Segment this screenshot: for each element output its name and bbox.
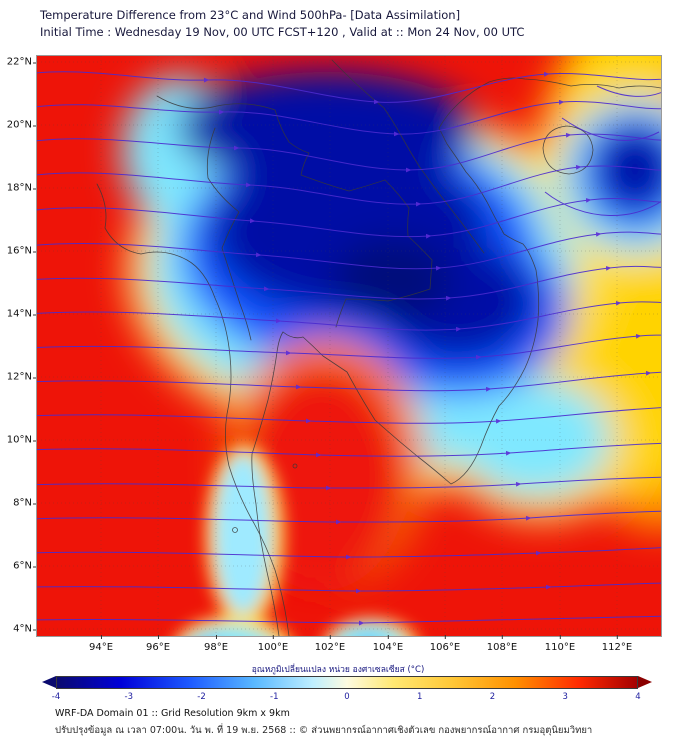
colorbar-tick-label: 3 [562,692,568,702]
colorbar-tick-label: -3 [124,692,133,702]
lon-tick-label: 104°E [372,635,404,653]
streamlines-layer [37,71,661,626]
colorbar-tick-label: -2 [197,692,206,702]
colorbar-tick-label: 4 [635,692,641,702]
colorbar [42,676,652,689]
lat-tick-label: 18°N [6,182,38,194]
lat-tick-label: 12°N [6,371,38,383]
figure-header: Temperature Difference from 23°C and Win… [40,8,524,39]
lon-tick-label: 100°E [257,635,289,653]
lat-tick-label: 14°N [6,308,38,320]
map-plot-svg [37,56,661,636]
lat-tick-label: 16°N [6,245,38,257]
lon-tick-label: 102°E [314,635,346,653]
colorbar-tick-label: 0 [344,692,350,702]
footer-credit-info: ปรับปรุงข้อมูล ณ เวลา 07:00น. วัน พ. ที่… [55,725,593,736]
lat-tick-label: 6°N [13,560,37,572]
lon-tick-label: 108°E [486,635,518,653]
colorbar-gradient [56,676,638,689]
colorbar-tick-label: 1 [417,692,423,702]
lon-tick-label: 110°E [544,635,576,653]
latitude-axis: 22°N 20°N 18°N 16°N 14°N 12°N 10°N 8°N 6… [0,56,38,636]
lat-tick-label: 4°N [13,623,37,635]
figure-title: Temperature Difference from 23°C and Win… [40,8,461,22]
lon-tick-label: 106°E [429,635,461,653]
colorbar-label: อุณหภูมิเปลี่ยนแปลง หน่วย องศาเซลเซียส (… [251,665,425,675]
lon-tick-label: 98°E [203,635,229,653]
figure-subtitle: Initial Time : Wednesday 19 Nov, 00 UTC … [40,25,525,39]
lat-tick-label: 20°N [6,119,38,131]
colorbar-tick-label: -4 [51,692,61,702]
footer-domain-info: WRF-DA Domain 01 :: Grid Resolution 9km … [55,708,290,719]
lat-tick-label: 10°N [6,434,38,446]
colorbar-max-arrow [638,676,652,688]
longitude-axis: 94°E 96°E 98°E 100°E 102°E 104°E 106°E 1… [37,635,661,654]
colorbar-ticks: -4 -3 -2 -1 0 1 2 3 4 [42,692,652,704]
map-plot-area [36,55,662,637]
lon-tick-label: 94°E [88,635,114,653]
lat-tick-label: 22°N [6,56,38,68]
colorbar-tick-label: 2 [489,692,496,702]
colorbar-min-arrow [42,676,56,688]
colorbar-tick-label: -1 [270,692,279,702]
lat-tick-label: 8°N [13,497,37,509]
lon-tick-label: 112°E [601,635,633,653]
lon-tick-label: 96°E [145,635,171,653]
